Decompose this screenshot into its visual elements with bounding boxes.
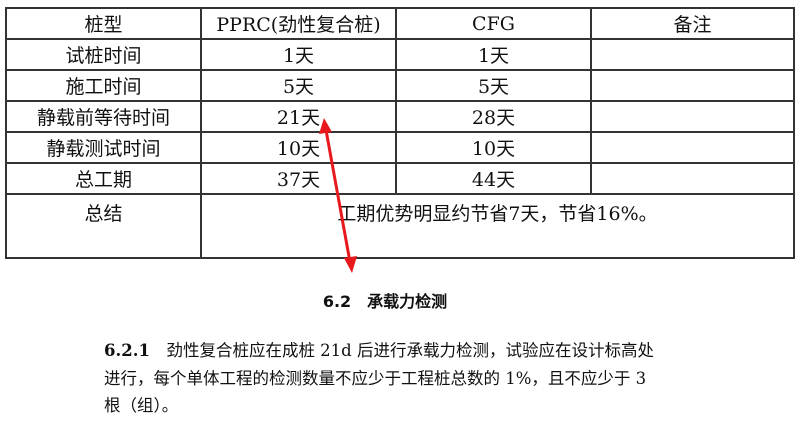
cfg-value: 10天 xyxy=(395,131,592,164)
table-header-row: 桩型 PPRC(劲性复合桩) CFG 备注 xyxy=(5,7,795,40)
table-row: 施工时间 5天 5天 xyxy=(5,69,795,102)
section-heading: 6.2 承载力检测 xyxy=(322,292,448,311)
remarks-value xyxy=(590,131,795,164)
clause-text: 劲性复合桩应在成桩 21d 后进行承载力检测，试验应在设计标高处进行，每个单体工… xyxy=(104,341,654,415)
row-label: 静载测试时间 xyxy=(5,131,202,164)
row-label: 施工时间 xyxy=(5,69,202,102)
header-pile-type: 桩型 xyxy=(5,7,202,40)
pprc-value: 21天 xyxy=(200,100,397,133)
pprc-value: 10天 xyxy=(200,131,397,164)
remarks-value xyxy=(590,38,795,71)
clause-paragraph: 6.2.1 劲性复合桩应在成桩 21d 后进行承载力检测，试验应在设计标高处进行… xyxy=(104,337,664,420)
cfg-value: 5天 xyxy=(395,69,592,102)
arrow-shaft xyxy=(324,129,352,263)
row-label: 试桩时间 xyxy=(5,38,202,71)
clause-number: 6.2.1 xyxy=(104,341,150,360)
summary-row: 总结 工期优势明显约节省7天，节省16%。 xyxy=(5,193,795,259)
arrow-head-bottom xyxy=(344,256,357,273)
remarks-value xyxy=(590,69,795,102)
arrow-head-top xyxy=(319,118,332,134)
header-cfg: CFG xyxy=(395,7,592,40)
row-label: 总工期 xyxy=(5,162,202,195)
table-row: 试桩时间 1天 1天 xyxy=(5,38,795,71)
table-row: 静载测试时间 10天 10天 xyxy=(5,131,795,164)
cfg-value: 28天 xyxy=(395,100,592,133)
remarks-value xyxy=(590,162,795,195)
cfg-value: 1天 xyxy=(395,38,592,71)
pprc-value: 1天 xyxy=(200,38,397,71)
cfg-value: 44天 xyxy=(395,162,592,195)
header-remarks: 备注 xyxy=(590,7,795,40)
table-row: 静载前等待时间 21天 28天 xyxy=(5,100,795,133)
summary-label: 总结 xyxy=(5,193,202,259)
table-row: 总工期 37天 44天 xyxy=(5,162,795,195)
construction-period-table: 桩型 PPRC(劲性复合桩) CFG 备注 试桩时间 1天 1天 施工时间 5天… xyxy=(5,7,795,259)
header-pprc: PPRC(劲性复合桩) xyxy=(200,7,397,40)
summary-text: 工期优势明显约节省7天，节省16%。 xyxy=(200,193,795,259)
row-label: 静载前等待时间 xyxy=(5,100,202,133)
pprc-value: 37天 xyxy=(200,162,397,195)
remarks-value xyxy=(590,100,795,133)
pprc-value: 5天 xyxy=(200,69,397,102)
